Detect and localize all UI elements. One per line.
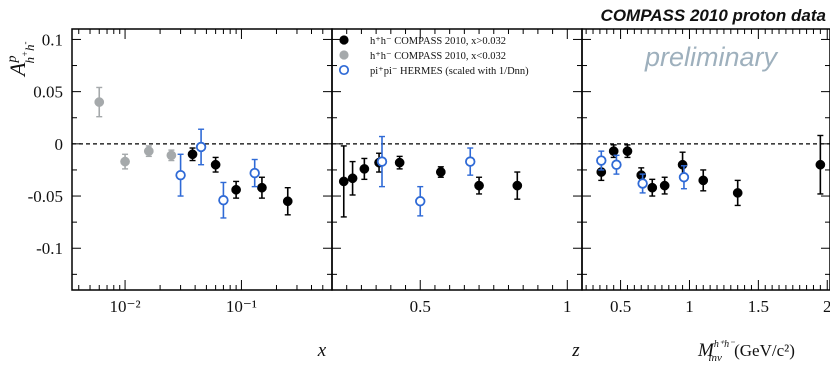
data-point (647, 182, 658, 193)
legend-marker (339, 35, 349, 45)
legend-label: pi⁺pi⁻ HERMES (scaled with 1/Dnn) (370, 66, 529, 77)
data-point (166, 150, 177, 161)
data-point (815, 159, 826, 170)
y-tick-label: -0.05 (28, 187, 63, 206)
x-axis-label-x: x (317, 340, 327, 361)
data-point (338, 176, 349, 187)
x-label-m-units: (GeV/c²) (730, 341, 795, 360)
x-tick-label: 2 (823, 297, 830, 316)
series-black-filled (338, 145, 523, 218)
x-tick-label: 0.5 (610, 297, 631, 316)
x-label-m-sub: inv (708, 352, 722, 364)
data-point (187, 149, 198, 160)
legend-label: h⁺h⁻ COMPASS 2010, x>0.032 (370, 36, 506, 47)
data-point (474, 180, 484, 191)
y-label-sub-sup: - (20, 41, 30, 44)
y-tick-label: 0.1 (42, 30, 63, 49)
data-point (249, 167, 260, 179)
data-point (210, 159, 221, 170)
data-point (512, 180, 523, 191)
legend-label: h⁺h⁻ COMPASS 2010, x<0.032 (370, 51, 506, 62)
data-point (218, 195, 229, 206)
chart-title: COMPASS 2010 proton data (601, 6, 826, 25)
x-label-m-base: M (697, 340, 715, 361)
data-point (698, 175, 709, 186)
data-point (282, 196, 293, 207)
x-label-m-sup: h⁺h⁻ (714, 339, 735, 350)
legend-marker (338, 64, 350, 76)
y-tick-labels: 0.1 0.05 0 -0.05 -0.1 (28, 30, 63, 258)
x-tick-label: 10⁻² (110, 297, 141, 316)
data-point (231, 184, 241, 195)
series-blue-open (175, 128, 260, 219)
data-point (732, 188, 743, 198)
data-point (608, 146, 619, 156)
panel-M: 0.5 1 1.5 2 (581, 28, 830, 316)
data-point (415, 196, 426, 207)
y-axis-label-text: Ap h+h- (5, 41, 37, 78)
y-axis-label: Ap h+h- (5, 41, 37, 78)
data-point (143, 146, 154, 156)
x-tick-label: 0.5 (410, 297, 431, 316)
data-point (636, 170, 647, 181)
data-point (435, 167, 446, 177)
y-tick-label: -0.1 (36, 239, 63, 258)
x-tick-label: 10⁻¹ (226, 297, 257, 316)
data-point (359, 164, 370, 174)
x-tick-label: 1 (685, 297, 694, 316)
data-point (678, 172, 690, 183)
data-point (376, 156, 388, 167)
series-blue-open (376, 135, 476, 217)
data-point (394, 157, 405, 168)
y-label-sub: h (22, 57, 37, 64)
series-black-filled (187, 147, 293, 216)
panels: 10⁻² 10⁻¹ 0.5 1 0.5 1 1.5 20.10.050-0.05-0.1 (28, 28, 830, 316)
data-point (120, 156, 130, 167)
x-axis-labels: x z Mh⁺h⁻ inv (GeV/c²) (317, 339, 795, 364)
y-label-sub-sup: + (20, 51, 30, 57)
y-tick-label: 0.05 (33, 83, 63, 102)
x-tick-label: 1 (563, 297, 572, 316)
data-point (257, 182, 267, 193)
data-point (347, 173, 358, 184)
panel-x: 10⁻² 10⁻¹ (71, 28, 333, 316)
x-axis-label-m: Mh⁺h⁻ inv (GeV/c²) (697, 339, 795, 364)
x-axis-label-z: z (571, 340, 580, 361)
data-point (596, 155, 607, 166)
data-point (637, 178, 648, 189)
legend: h⁺h⁻ COMPASS 2010, x>0.032 h⁺h⁻ COMPASS 2… (338, 35, 529, 77)
data-point (622, 146, 633, 156)
y-label-sup: p (5, 56, 20, 64)
data-point (611, 159, 622, 170)
legend-marker (339, 50, 349, 60)
data-point (465, 156, 476, 167)
data-point (659, 180, 670, 191)
y-label-sub: h (22, 44, 37, 51)
data-point (677, 159, 688, 170)
series-blue-open (596, 150, 690, 194)
series-black-filled (596, 134, 826, 207)
data-point (175, 169, 186, 181)
x-tick-label: 1.5 (748, 297, 769, 316)
panel-frame (581, 28, 830, 291)
panel-z: 0.5 1 (331, 28, 583, 316)
y-label-base: A (5, 62, 30, 78)
preliminary-watermark: preliminary (644, 42, 779, 72)
data-point (195, 141, 207, 153)
panel-frame (71, 28, 333, 291)
series-grey-filled (94, 86, 177, 170)
data-point (94, 97, 105, 107)
y-tick-label: 0 (55, 135, 64, 154)
